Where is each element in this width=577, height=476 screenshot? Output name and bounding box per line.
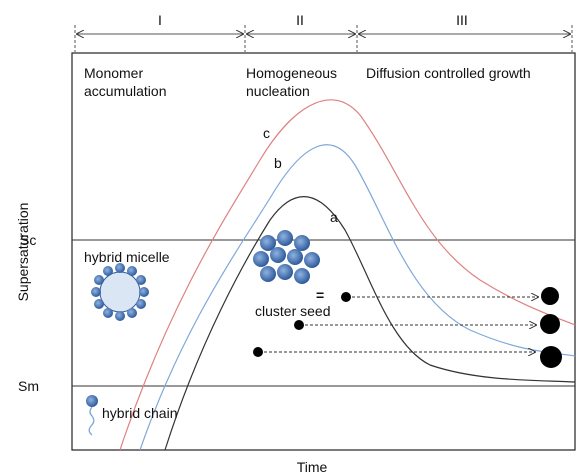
curve-label: a (330, 209, 338, 225)
stage-label: I (158, 12, 162, 28)
curve-label: b (274, 155, 282, 171)
level-label: Sm (18, 378, 39, 394)
curve-c (119, 99, 576, 451)
region-label: Homogeneous (246, 65, 337, 81)
stage-header (74, 25, 573, 52)
seed-dots (253, 287, 562, 368)
stage-label: II (296, 12, 304, 28)
plot-frame (71, 52, 576, 451)
region-label: nucleation (246, 83, 310, 99)
cluster-icon (253, 230, 320, 284)
growth-arrows (264, 297, 538, 352)
level-label: Sc (20, 232, 36, 248)
hybrid-micelle-icon (91, 263, 149, 321)
curve-a (164, 196, 576, 451)
y-axis-label: Supersaturation (15, 203, 31, 302)
annotation: hybrid micelle (84, 249, 170, 265)
region-label: Monomer (84, 65, 143, 81)
annotation: hybrid chain (102, 405, 178, 421)
stage-label: III (456, 12, 468, 28)
curve-label: c (263, 125, 270, 141)
curve-b (139, 144, 576, 451)
annotation: cluster seed (255, 303, 330, 319)
region-label: Diffusion controlled growth (366, 65, 531, 81)
x-axis-label: Time (297, 459, 328, 475)
hybrid-chain-icon (86, 395, 98, 436)
annotation: = (316, 287, 324, 303)
region-label: accumulation (84, 83, 167, 99)
